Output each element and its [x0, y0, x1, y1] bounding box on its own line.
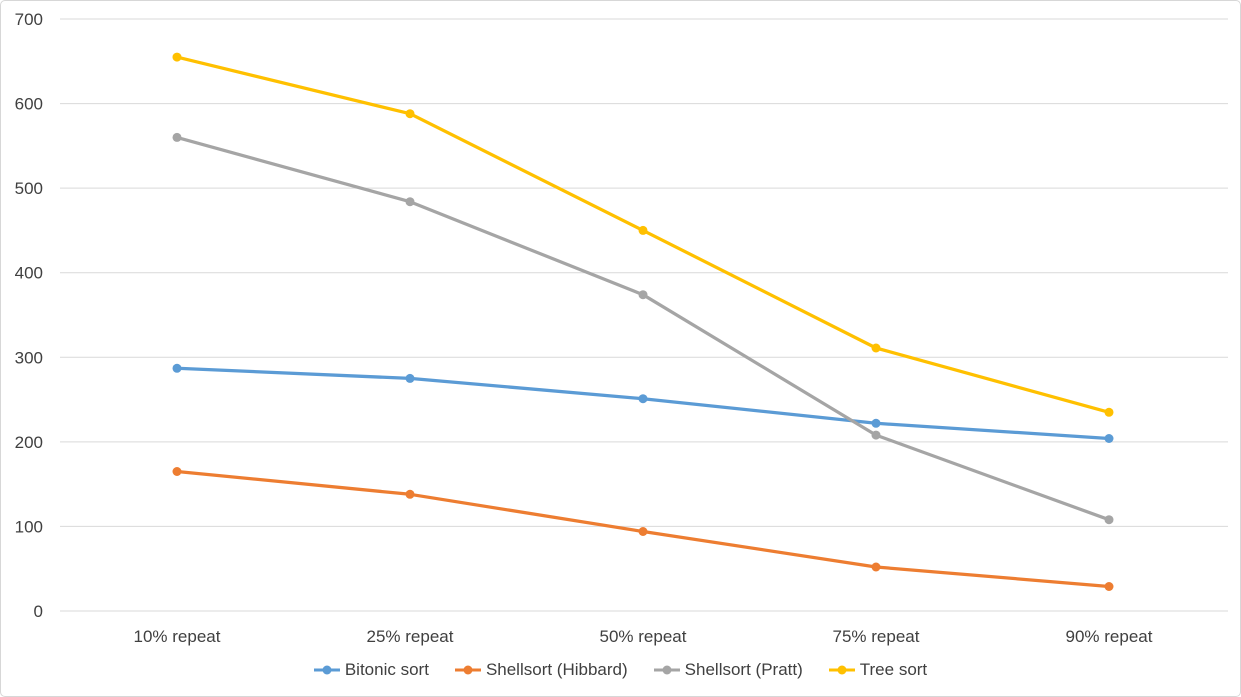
data-point-marker — [871, 430, 881, 440]
y-axis-tick-label: 400 — [15, 264, 43, 283]
data-point-marker — [638, 394, 648, 404]
legend-line-marker-icon — [454, 665, 481, 675]
y-axis-tick-label: 100 — [15, 517, 43, 536]
data-point-marker — [1104, 434, 1114, 443]
data-point-marker — [638, 527, 648, 536]
data-point-marker — [405, 373, 415, 383]
data-point-marker — [172, 363, 182, 373]
data-point-marker — [172, 52, 182, 62]
legend-label: Shellsort (Hibbard) — [485, 660, 628, 679]
series-line — [175, 135, 1111, 522]
legend-item: Shellsort (Hibbard) — [454, 660, 628, 680]
data-point-marker — [405, 489, 415, 499]
data-point-marker — [1104, 515, 1114, 525]
x-axis-category-label: 90% repeat — [1066, 627, 1153, 646]
x-axis-category-label: 10% repeat — [134, 627, 221, 646]
data-point-marker — [172, 467, 182, 476]
data-point-marker — [638, 290, 648, 300]
legend-line-marker-icon — [653, 665, 680, 675]
y-axis-tick-label: 200 — [15, 433, 43, 452]
y-axis-tick-label: 500 — [15, 179, 43, 198]
data-point-marker — [405, 197, 415, 207]
series-line — [175, 366, 1111, 441]
x-axis-category-label: 50% repeat — [600, 627, 687, 646]
x-axis-category-label: 75% repeat — [833, 627, 920, 646]
legend-label: Bitonic sort — [344, 660, 429, 679]
data-point-marker — [1104, 582, 1114, 591]
x-axis-category-label: 25% repeat — [367, 627, 454, 646]
legend-line-marker-icon — [828, 665, 855, 675]
data-point-marker — [405, 109, 415, 119]
legend-line-marker-icon — [313, 665, 340, 675]
legend-item: Shellsort (Pratt) — [653, 660, 803, 680]
legend-item: Tree sort — [828, 660, 928, 680]
legend-item: Bitonic sort — [313, 660, 429, 680]
data-point-marker — [172, 132, 182, 142]
data-point-marker — [1104, 407, 1114, 417]
data-point-marker — [871, 343, 881, 353]
y-axis-tick-label: 700 — [15, 10, 43, 29]
legend: Bitonic sort Shellsort (Hibbard) Shellsort… — [1, 660, 1240, 680]
y-axis-tick-label: 0 — [34, 602, 43, 621]
legend-label: Shellsort (Pratt) — [684, 660, 803, 679]
data-point-marker — [871, 562, 881, 572]
data-point-marker — [871, 418, 881, 428]
data-point-marker — [638, 225, 648, 235]
legend-label: Tree sort — [859, 660, 928, 679]
y-axis-tick-label: 300 — [15, 348, 43, 367]
y-axis-tick-label: 600 — [15, 95, 43, 114]
